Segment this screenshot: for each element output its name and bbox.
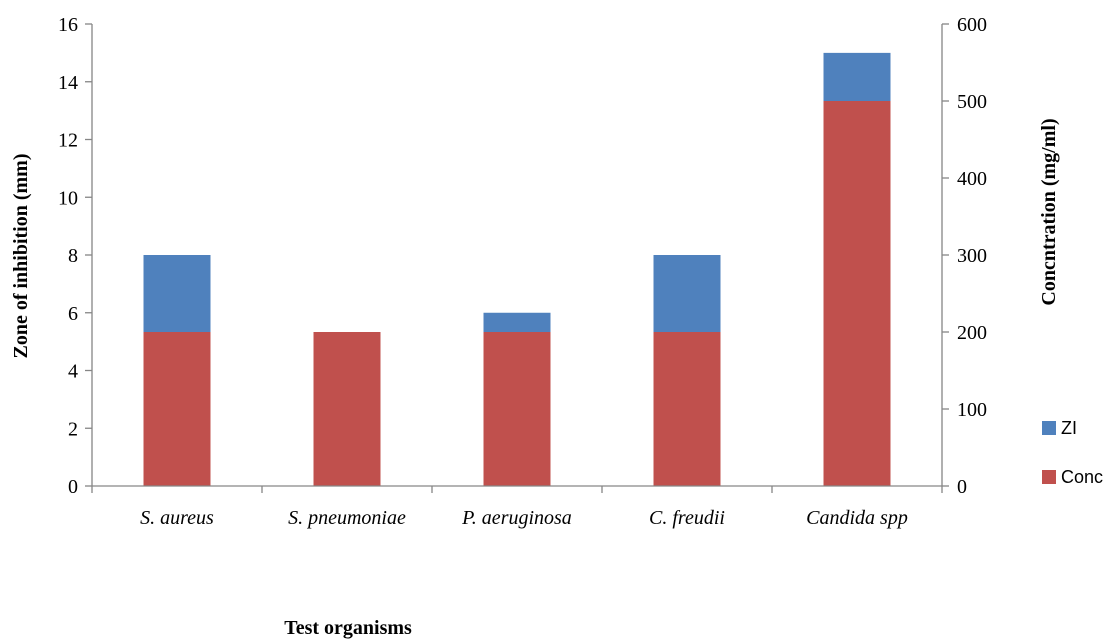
y-tick-label-left: 14 <box>58 72 78 94</box>
x-tick-label: P. aeruginosa <box>461 507 572 529</box>
bars-group <box>143 52 891 486</box>
y-tick-label-right: 600 <box>957 14 987 36</box>
y-tick-label-right: 400 <box>957 168 987 190</box>
legend-swatch-zi <box>1042 421 1056 435</box>
bar-conc-2 <box>483 332 551 486</box>
x-axis-title: Test organisms <box>284 617 412 639</box>
y-tick-label-left: 16 <box>58 14 78 36</box>
x-tick-label: S. aureus <box>140 507 214 529</box>
y-tick-label-right: 500 <box>957 91 987 113</box>
ticks-group: 0 2 4 6 8 10 12 14 16 0 100 200 300 400 500 600 S. aureu… <box>58 14 987 529</box>
x-tick-label: Candida spp <box>806 507 908 529</box>
legend-label-conc: Conc <box>1061 467 1103 487</box>
y-tick-label-left: 0 <box>68 476 78 498</box>
y-tick-label-left: 10 <box>58 187 78 209</box>
y-tick-label-left: 4 <box>68 361 78 383</box>
legend-label-zi: ZI <box>1061 418 1077 438</box>
y-tick-label-right: 200 <box>957 322 987 344</box>
x-tick-label: S. pneumoniae <box>288 507 406 529</box>
y-tick-label-right: 0 <box>957 476 967 498</box>
x-tick-label: C. freudii <box>649 507 725 529</box>
y-tick-label-right: 300 <box>957 245 987 267</box>
bar-conc-4 <box>823 101 891 486</box>
y-axis-title-left: Zone of inhibition (mm) <box>10 153 32 358</box>
y-tick-label-left: 2 <box>68 418 78 440</box>
y-tick-label-right: 100 <box>957 399 987 421</box>
y-tick-label-left: 8 <box>68 245 78 267</box>
legend-swatch-conc <box>1042 470 1056 484</box>
bar-conc-1 <box>313 332 381 486</box>
y-axis-title-right: Concntration (mg/ml) <box>1038 118 1060 305</box>
bar-conc-3 <box>653 332 721 486</box>
y-tick-label-left: 6 <box>68 303 78 325</box>
y-tick-label-left: 12 <box>58 130 78 152</box>
bar-conc-0 <box>143 332 211 486</box>
legend: ZI Conc <box>1042 418 1103 487</box>
